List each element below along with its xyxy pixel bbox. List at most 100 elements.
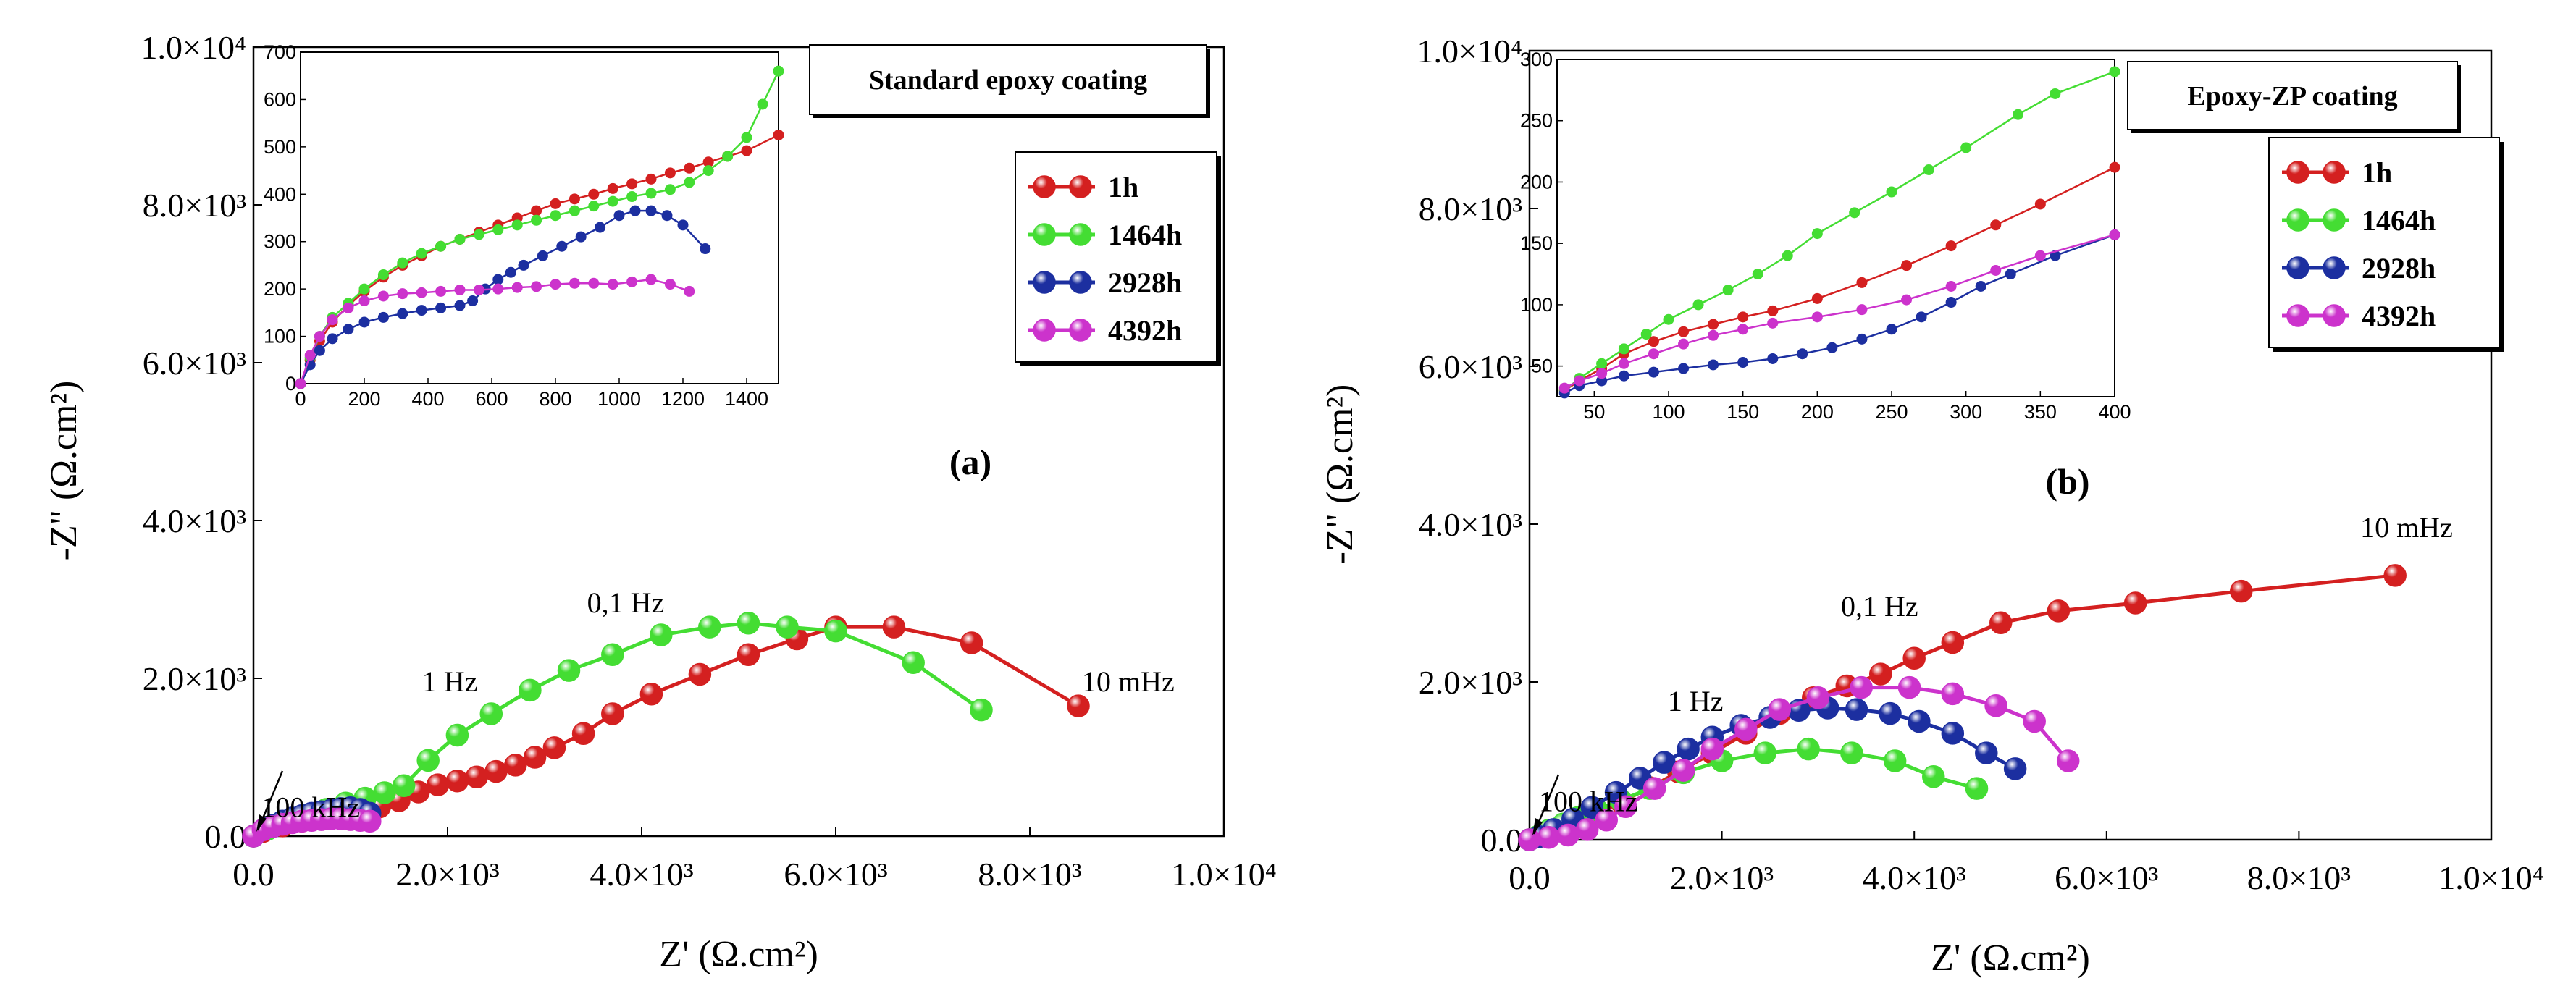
data-point xyxy=(1941,722,1965,745)
inset-data-point xyxy=(358,283,370,295)
inset-data-point xyxy=(1767,305,1779,316)
inset-data-point xyxy=(664,279,676,290)
inset-data-point xyxy=(700,243,711,255)
inset-data-point xyxy=(575,231,587,243)
chart-b: 0.0 2.0×10³ 4.0×10³ 6.0×10³ 8.0×10³ 1.0×10⁴ 0.… xyxy=(1320,33,2544,979)
y-tick-label: 1.0×10⁴ xyxy=(1417,33,1522,69)
legend-item-4392h: 4392h xyxy=(2282,300,2436,332)
x-tick-label: 1.0×10⁴ xyxy=(2438,859,2543,896)
inset-data-point xyxy=(629,205,641,216)
chart-title: Epoxy-ZP coating xyxy=(2187,81,2397,111)
inset-x-tick-label: 1200 xyxy=(661,388,705,410)
series-4392h xyxy=(1518,675,2080,851)
inset-data-point xyxy=(492,283,504,295)
y-axis-label: -Z" (Ω.cm²) xyxy=(43,381,85,561)
legend-marker xyxy=(2323,256,2346,279)
inset-data-point xyxy=(1960,142,1972,153)
inset-y-tick-label: 250 xyxy=(1520,110,1553,132)
data-point xyxy=(1556,823,1579,847)
inset-data-point xyxy=(1678,338,1690,350)
data-point xyxy=(639,683,663,706)
legend-label: 2928h xyxy=(2362,252,2436,285)
inset-data-point xyxy=(2013,109,2024,120)
data-point xyxy=(737,643,760,667)
data-point xyxy=(1575,818,1599,841)
arrow-head xyxy=(1532,818,1543,835)
legend-label: 1h xyxy=(2362,156,2392,189)
inset-data-point xyxy=(1886,324,1897,335)
y-tick-label: 0.0 xyxy=(1481,822,1523,859)
inset-y-tick-label: 200 xyxy=(264,278,296,300)
inset-data-point xyxy=(2109,161,2120,173)
y-tick-label: 0.0 xyxy=(205,818,247,855)
inset-data-point xyxy=(645,274,657,285)
frequency-annotation: 100 kHz xyxy=(261,791,360,823)
inset-data-point xyxy=(1811,311,1823,323)
data-point xyxy=(542,736,566,759)
inset-data-point xyxy=(1975,280,1986,292)
legend-label: 4392h xyxy=(1108,314,1182,347)
frequency-annotation: 0,1 Hz xyxy=(1841,590,1918,623)
inset-data-point xyxy=(2109,229,2120,240)
inset-x-tick-label: 200 xyxy=(1801,401,1834,423)
legend-marker xyxy=(1033,223,1056,246)
inset-data-point xyxy=(595,222,606,233)
inset-data-point xyxy=(569,193,580,205)
inset-data-point xyxy=(397,257,408,269)
inset-data-point xyxy=(327,333,338,345)
data-point xyxy=(2023,709,2046,733)
inset-data-point xyxy=(343,324,354,335)
inset-data-point xyxy=(2005,269,2016,280)
inset-data-point xyxy=(626,276,638,287)
data-point xyxy=(1797,737,1820,761)
data-point xyxy=(1580,796,1604,819)
inset-data-point xyxy=(518,259,529,271)
data-point xyxy=(373,781,396,804)
data-point xyxy=(650,623,673,646)
data-point xyxy=(504,754,527,777)
inset-data-point xyxy=(1782,250,1793,261)
inset-x-tick-label: 250 xyxy=(1875,401,1908,423)
inset-data-point xyxy=(684,285,695,297)
data-point xyxy=(523,746,547,769)
inset-data-point xyxy=(295,378,306,389)
inset-data-point xyxy=(1901,294,1913,306)
data-point xyxy=(2056,749,2080,772)
data-point xyxy=(1883,749,1907,772)
legend-marker xyxy=(2286,208,2309,232)
data-point xyxy=(601,643,624,667)
data-point xyxy=(776,615,799,639)
inset-data-point xyxy=(1923,164,1934,176)
inset-series-line xyxy=(299,70,780,384)
data-point xyxy=(1677,737,1700,761)
inset-data-point xyxy=(607,195,618,207)
legend-marker xyxy=(1069,319,1092,342)
data-point xyxy=(484,759,508,783)
legend-marker xyxy=(1033,271,1056,294)
frequency-annotation: 10 mHz xyxy=(1082,665,1175,698)
data-point xyxy=(902,651,925,674)
inset-data-point xyxy=(531,214,542,226)
legend-marker xyxy=(2323,208,2346,232)
inset-x-tick-label: 200 xyxy=(348,388,380,410)
inset-data-point xyxy=(343,302,354,313)
inset-data-point xyxy=(377,290,389,302)
chart-title: Standard epoxy coating xyxy=(869,65,1147,96)
frequency-annotation: 100 kHz xyxy=(1539,785,1638,817)
data-point xyxy=(601,702,624,725)
inset-data-point xyxy=(1618,358,1629,369)
inset-data-point xyxy=(1737,357,1749,368)
inset-data-point xyxy=(684,162,695,174)
data-point xyxy=(571,722,595,746)
inset-data-point xyxy=(2034,250,2046,261)
inset-data-point xyxy=(757,98,768,110)
inset-data-point xyxy=(607,279,618,290)
data-point xyxy=(1908,709,1931,733)
data-point xyxy=(2123,591,2147,615)
inset-y-tick-label: 400 xyxy=(264,183,296,205)
inset-data-point xyxy=(550,210,561,222)
inset-data-point xyxy=(645,188,657,199)
legend-label: 4392h xyxy=(2362,300,2436,332)
inset-data-point xyxy=(377,311,389,323)
